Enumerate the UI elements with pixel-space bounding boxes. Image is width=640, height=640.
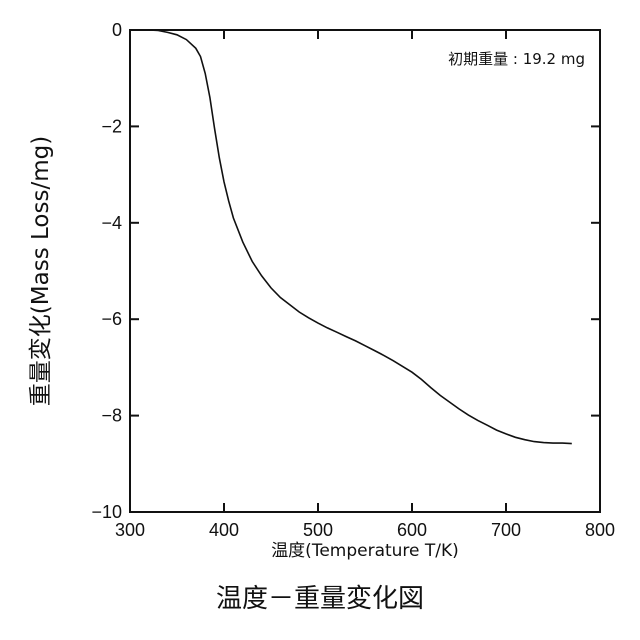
initial-mass-annotation: 初期重量 : 19.2 mg bbox=[448, 50, 585, 68]
y-tick-label: −2 bbox=[101, 116, 122, 136]
mass-loss-curve bbox=[149, 30, 572, 444]
figure-caption: 温度－重量変化図 bbox=[0, 578, 640, 615]
y-tick-label: −4 bbox=[101, 213, 122, 233]
y-tick-label: −10 bbox=[91, 502, 122, 522]
x-tick-label: 400 bbox=[209, 520, 239, 540]
x-tick-label: 300 bbox=[115, 520, 145, 540]
x-tick-label: 800 bbox=[585, 520, 615, 540]
y-tick-label: −6 bbox=[101, 309, 122, 329]
y-tick-label: −8 bbox=[101, 406, 122, 426]
x-tick-label: 600 bbox=[397, 520, 427, 540]
y-tick-label: 0 bbox=[112, 20, 122, 40]
x-tick-label: 500 bbox=[303, 520, 333, 540]
x-axis-label: 温度(Temperature T/K) bbox=[271, 541, 459, 561]
plot-frame bbox=[130, 30, 600, 512]
tick-labels-group: 300 400 500 600 700 800 0 −2 −4 −6 −8 −10 bbox=[91, 20, 615, 540]
y-axis-label: 重量変化(Mass Loss/mg) bbox=[28, 136, 54, 406]
ticks-group bbox=[130, 30, 600, 512]
x-tick-label: 700 bbox=[491, 520, 521, 540]
